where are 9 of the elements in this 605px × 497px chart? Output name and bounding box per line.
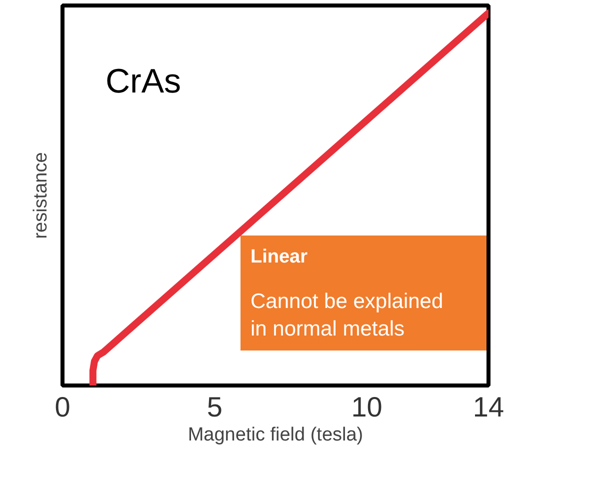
x-tick-label: 0 xyxy=(54,392,70,422)
x-tick-label: 10 xyxy=(351,392,382,422)
x-axis-title: Magnetic field (tesla) xyxy=(188,424,364,446)
y-axis-title: resistance xyxy=(30,152,52,239)
annotation: Linear xyxy=(250,246,308,268)
x-tick-label: 5 xyxy=(206,392,222,422)
annotation: CrAs xyxy=(106,62,182,100)
x-tick-label: 14 xyxy=(472,392,504,422)
annotation: Cannot be explained in normal metals xyxy=(250,290,444,340)
